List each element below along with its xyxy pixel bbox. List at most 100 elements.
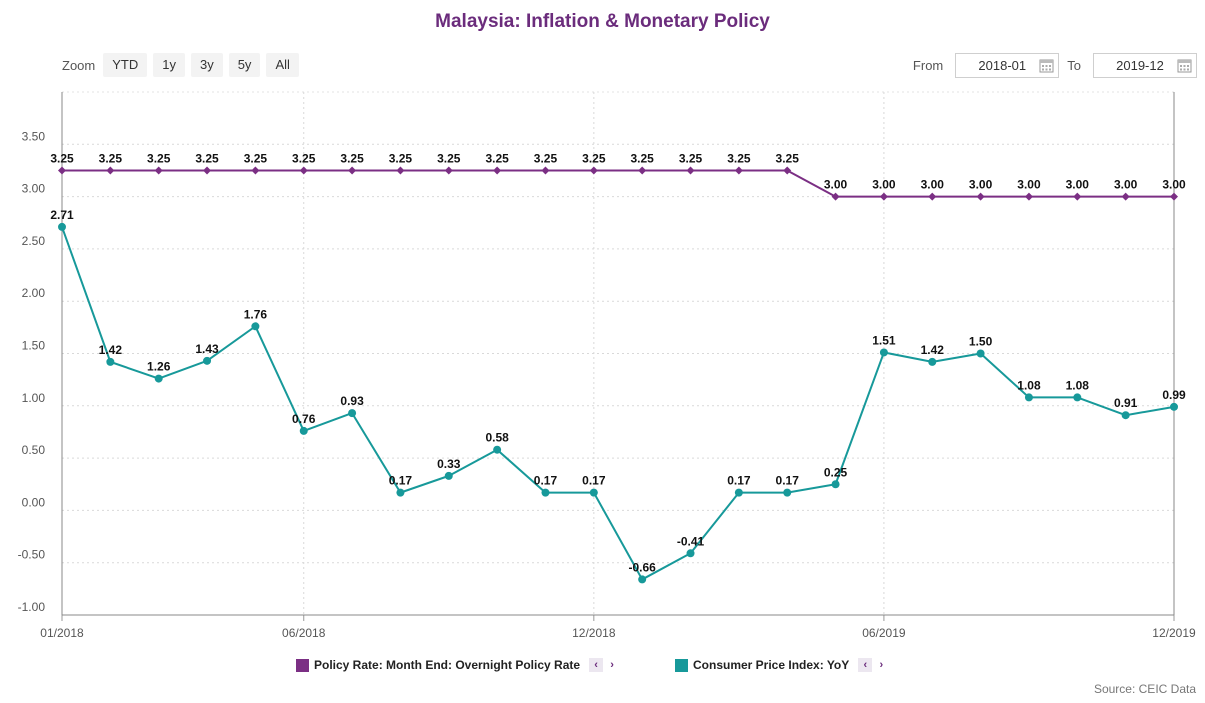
data-label-policy: 3.00 bbox=[1066, 178, 1090, 192]
data-label-policy: 3.25 bbox=[340, 151, 364, 165]
data-label-cpi: 1.51 bbox=[872, 333, 896, 347]
data-point-cpi[interactable] bbox=[1073, 393, 1082, 402]
data-point-cpi[interactable] bbox=[106, 357, 115, 366]
chevron-left-icon[interactable]: ‹ bbox=[589, 658, 604, 672]
data-point-cpi[interactable] bbox=[686, 549, 695, 558]
to-date-input[interactable] bbox=[1100, 57, 1180, 74]
data-point-policy[interactable] bbox=[493, 166, 502, 175]
y-tick-label: 0.00 bbox=[22, 495, 46, 509]
x-tick-label: 06/2019 bbox=[862, 626, 906, 640]
data-point-cpi[interactable] bbox=[203, 356, 212, 365]
data-point-policy[interactable] bbox=[203, 166, 212, 175]
calendar-icon[interactable] bbox=[1039, 58, 1054, 73]
data-label-cpi: 0.17 bbox=[776, 474, 800, 488]
from-date-input[interactable] bbox=[962, 57, 1043, 74]
data-point-policy[interactable] bbox=[879, 192, 888, 201]
data-point-cpi[interactable] bbox=[638, 575, 647, 584]
zoom-ytd-button[interactable]: YTD bbox=[103, 53, 148, 77]
data-point-policy[interactable] bbox=[348, 166, 357, 175]
legend-swatch-cpi bbox=[675, 658, 688, 672]
data-label-policy: 3.25 bbox=[292, 151, 316, 165]
y-tick-label: 1.50 bbox=[22, 339, 46, 353]
data-point-cpi[interactable] bbox=[348, 409, 357, 418]
data-point-cpi[interactable] bbox=[444, 471, 453, 480]
data-label-policy: 3.25 bbox=[485, 151, 509, 165]
data-point-cpi[interactable] bbox=[1024, 393, 1033, 402]
data-point-policy[interactable] bbox=[1024, 192, 1033, 201]
data-label-policy: 3.25 bbox=[679, 151, 703, 165]
data-label-policy: 3.25 bbox=[630, 151, 654, 165]
data-label-cpi: 1.08 bbox=[1066, 378, 1090, 392]
data-label-cpi: 1.08 bbox=[1017, 378, 1041, 392]
data-point-policy[interactable] bbox=[1121, 192, 1130, 201]
data-point-policy[interactable] bbox=[734, 166, 743, 175]
data-label-policy: 3.00 bbox=[1114, 178, 1138, 192]
data-point-policy[interactable] bbox=[251, 166, 260, 175]
data-point-policy[interactable] bbox=[831, 192, 840, 201]
data-point-cpi[interactable] bbox=[879, 348, 888, 357]
data-point-cpi[interactable] bbox=[541, 488, 550, 497]
data-point-policy[interactable] bbox=[396, 166, 405, 175]
data-point-cpi[interactable] bbox=[493, 445, 502, 454]
calendar-icon[interactable] bbox=[1177, 58, 1192, 73]
series-line-cpi bbox=[61, 226, 1175, 581]
data-label-policy: 3.00 bbox=[921, 178, 945, 192]
legend-item-cpi[interactable]: Consumer Price Index: YoY ‹ › bbox=[675, 658, 888, 672]
data-point-cpi[interactable] bbox=[928, 357, 937, 366]
zoom-3y-button[interactable]: 3y bbox=[190, 53, 223, 77]
data-label-cpi: -0.41 bbox=[677, 534, 705, 548]
data-label-cpi: 0.33 bbox=[437, 457, 461, 471]
data-point-cpi[interactable] bbox=[1170, 402, 1178, 411]
data-label-policy: 3.00 bbox=[872, 178, 896, 192]
zoom-5y-button[interactable]: 5y bbox=[228, 53, 261, 77]
chevron-left-icon[interactable]: ‹ bbox=[858, 658, 873, 672]
zoom-1y-button[interactable]: 1y bbox=[153, 53, 185, 77]
data-point-policy[interactable] bbox=[638, 166, 647, 175]
data-point-cpi[interactable] bbox=[1121, 411, 1130, 420]
data-point-policy[interactable] bbox=[154, 166, 163, 175]
data-point-cpi[interactable] bbox=[154, 374, 163, 383]
data-label-policy: 3.25 bbox=[244, 151, 268, 165]
data-point-policy[interactable] bbox=[928, 192, 937, 201]
source-note: Source: CEIC Data bbox=[1093, 682, 1196, 696]
data-label-cpi: 0.91 bbox=[1114, 396, 1138, 410]
series-line-policy bbox=[62, 169, 1174, 198]
data-label-cpi: 1.42 bbox=[921, 343, 945, 357]
chevron-right-icon[interactable]: › bbox=[610, 659, 614, 671]
data-label-policy: 3.25 bbox=[195, 151, 219, 165]
y-tick-label: 3.50 bbox=[22, 129, 46, 143]
data-label-cpi: 1.26 bbox=[147, 360, 171, 374]
data-label-policy: 3.00 bbox=[969, 178, 993, 192]
data-point-policy[interactable] bbox=[783, 166, 792, 175]
data-point-policy[interactable] bbox=[299, 166, 308, 175]
data-point-policy[interactable] bbox=[686, 166, 695, 175]
from-label: From bbox=[912, 58, 944, 73]
data-point-policy[interactable] bbox=[106, 166, 115, 175]
data-label-cpi: 0.25 bbox=[824, 465, 848, 479]
data-point-policy[interactable] bbox=[589, 166, 598, 175]
data-label-cpi: 0.58 bbox=[485, 431, 509, 445]
data-point-cpi[interactable] bbox=[58, 222, 66, 231]
data-point-cpi[interactable] bbox=[396, 488, 405, 497]
y-tick-label: 0.50 bbox=[22, 443, 46, 457]
data-point-policy[interactable] bbox=[444, 166, 453, 175]
data-point-cpi[interactable] bbox=[976, 349, 985, 358]
data-point-cpi[interactable] bbox=[589, 488, 598, 497]
zoom-all-button[interactable]: All bbox=[266, 53, 299, 77]
data-point-policy[interactable] bbox=[58, 166, 66, 175]
data-point-cpi[interactable] bbox=[251, 322, 260, 331]
data-point-policy[interactable] bbox=[1170, 192, 1178, 201]
chevron-right-icon[interactable]: › bbox=[879, 659, 884, 671]
data-point-cpi[interactable] bbox=[734, 488, 743, 497]
data-point-policy[interactable] bbox=[541, 166, 550, 175]
data-point-cpi[interactable] bbox=[299, 426, 308, 435]
data-label-policy: 3.25 bbox=[582, 151, 606, 165]
data-label-policy: 3.25 bbox=[99, 151, 123, 165]
legend-item-policy-rate[interactable]: Policy Rate: Month End: Overnight Policy… bbox=[296, 658, 619, 672]
data-point-policy[interactable] bbox=[976, 192, 985, 201]
data-point-cpi[interactable] bbox=[831, 480, 840, 489]
y-tick-label: -0.50 bbox=[18, 548, 46, 562]
data-point-policy[interactable] bbox=[1073, 192, 1082, 201]
data-point-cpi[interactable] bbox=[783, 488, 792, 497]
